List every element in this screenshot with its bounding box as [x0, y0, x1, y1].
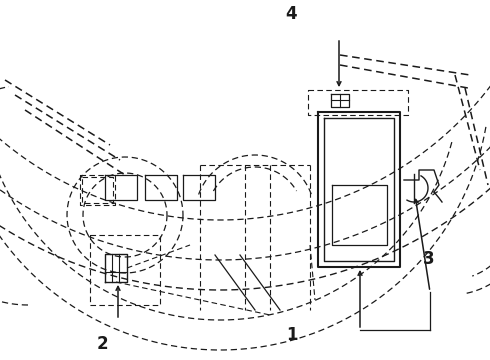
- Text: 1: 1: [286, 326, 297, 344]
- Text: 4: 4: [286, 5, 297, 23]
- Text: 3: 3: [423, 250, 435, 268]
- Text: 2: 2: [97, 335, 109, 353]
